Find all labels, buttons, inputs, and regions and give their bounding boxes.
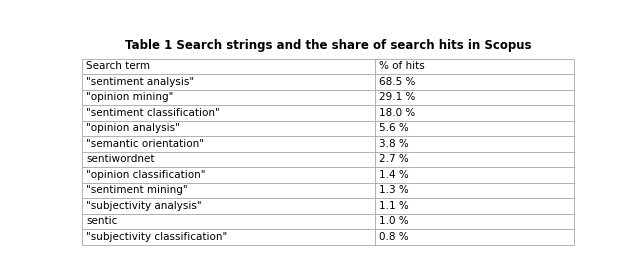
- Bar: [83, 105, 374, 121]
- Text: "semantic orientation": "semantic orientation": [86, 139, 204, 149]
- Text: 1.1 %: 1.1 %: [379, 201, 408, 211]
- Text: "sentiment classification": "sentiment classification": [86, 108, 220, 118]
- Bar: [374, 183, 573, 198]
- Bar: [374, 59, 573, 74]
- Text: 1.4 %: 1.4 %: [379, 170, 408, 180]
- Text: sentiwordnet: sentiwordnet: [86, 154, 155, 164]
- Bar: [83, 152, 374, 167]
- Text: "subjectivity classification": "subjectivity classification": [86, 232, 228, 242]
- Bar: [83, 59, 374, 74]
- Text: 0.8 %: 0.8 %: [379, 232, 408, 242]
- Text: "opinion classification": "opinion classification": [86, 170, 206, 180]
- Text: 1.3 %: 1.3 %: [379, 185, 408, 195]
- Text: 29.1 %: 29.1 %: [379, 92, 415, 102]
- Bar: [374, 121, 573, 136]
- Bar: [374, 105, 573, 121]
- Bar: [83, 183, 374, 198]
- Bar: [83, 121, 374, 136]
- Text: "opinion analysis": "opinion analysis": [86, 123, 180, 133]
- Text: Table 1 Search strings and the share of search hits in Scopus: Table 1 Search strings and the share of …: [125, 39, 531, 52]
- Bar: [83, 90, 374, 105]
- Bar: [83, 229, 374, 245]
- Bar: [374, 152, 573, 167]
- Bar: [83, 136, 374, 152]
- Bar: [374, 90, 573, 105]
- Text: 1.0 %: 1.0 %: [379, 216, 408, 226]
- Bar: [83, 167, 374, 183]
- Text: "opinion mining": "opinion mining": [86, 92, 174, 102]
- Text: "sentiment analysis": "sentiment analysis": [86, 77, 195, 87]
- Bar: [83, 198, 374, 214]
- Text: % of hits: % of hits: [379, 61, 424, 71]
- Bar: [83, 74, 374, 90]
- Text: 2.7 %: 2.7 %: [379, 154, 408, 164]
- Bar: [374, 167, 573, 183]
- Bar: [83, 214, 374, 229]
- Text: 3.8 %: 3.8 %: [379, 139, 408, 149]
- Text: Search term: Search term: [86, 61, 150, 71]
- Bar: [374, 74, 573, 90]
- Text: "subjectivity analysis": "subjectivity analysis": [86, 201, 202, 211]
- Text: "sentiment mining": "sentiment mining": [86, 185, 188, 195]
- Bar: [374, 136, 573, 152]
- Text: 18.0 %: 18.0 %: [379, 108, 415, 118]
- Text: sentic: sentic: [86, 216, 118, 226]
- Text: 5.6 %: 5.6 %: [379, 123, 408, 133]
- Text: 68.5 %: 68.5 %: [379, 77, 415, 87]
- Bar: [374, 229, 573, 245]
- Bar: [374, 214, 573, 229]
- Bar: [374, 198, 573, 214]
